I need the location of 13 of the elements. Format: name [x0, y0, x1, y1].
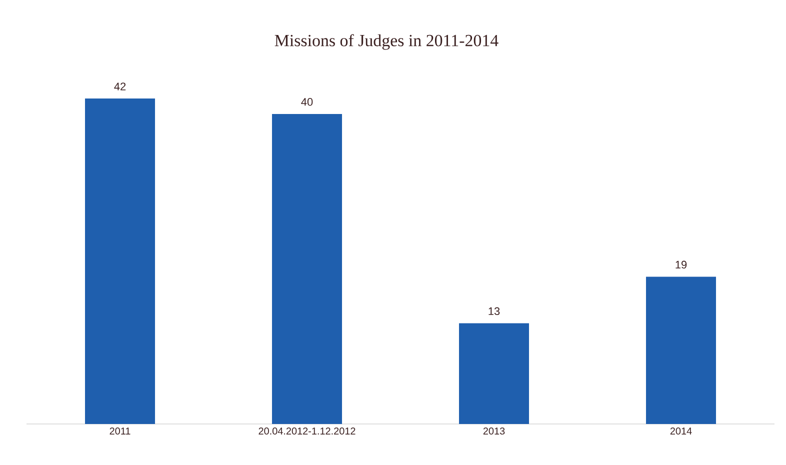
- data-label: 13: [488, 307, 500, 316]
- bar: [272, 114, 342, 424]
- data-label: 40: [301, 98, 313, 106]
- bar: [459, 323, 530, 424]
- x-tick-label: 2013: [483, 428, 505, 435]
- x-tick-label: 2014: [670, 428, 692, 435]
- bar: [85, 98, 156, 424]
- x-tick-label: 2011: [110, 428, 130, 435]
- chart-title: Missions of Judges in 2011-2014: [274, 34, 498, 50]
- data-label: 19: [676, 260, 687, 269]
- x-tick-label: 20.04.2012-1.12.2012: [258, 428, 356, 435]
- bar: [646, 276, 716, 424]
- data-label: 42: [114, 82, 126, 90]
